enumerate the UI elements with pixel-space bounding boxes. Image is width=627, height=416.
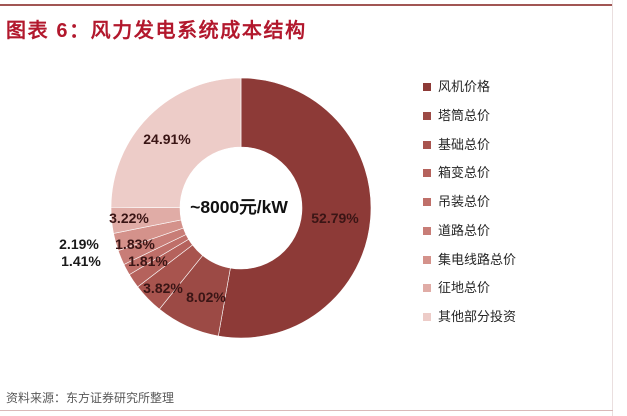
svg-text:1.81%: 1.81% bbox=[128, 253, 168, 269]
svg-text:3.22%: 3.22% bbox=[109, 210, 149, 226]
svg-text:1.41%: 1.41% bbox=[61, 253, 101, 269]
svg-text:8.02%: 8.02% bbox=[186, 289, 226, 305]
svg-text:52.79%: 52.79% bbox=[311, 210, 359, 226]
svg-text:3.82%: 3.82% bbox=[143, 280, 183, 296]
svg-text:24.91%: 24.91% bbox=[143, 131, 191, 147]
svg-text:1.83%: 1.83% bbox=[115, 236, 155, 252]
svg-text:~8000元/kW: ~8000元/kW bbox=[190, 197, 288, 217]
svg-text:2.19%: 2.19% bbox=[59, 236, 99, 252]
